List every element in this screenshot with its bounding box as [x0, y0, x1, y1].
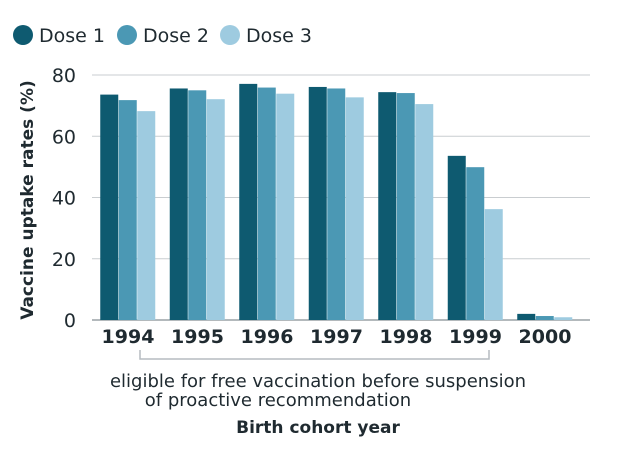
- x-axis-title: Birth cohort year: [236, 418, 400, 438]
- y-tick-label: 20: [52, 249, 76, 271]
- y-tick-label: 80: [52, 65, 76, 87]
- bar-1998-dose-3: [415, 104, 434, 320]
- bar-group-1998: [378, 92, 434, 321]
- x-tick-label: 1995: [171, 326, 224, 348]
- y-tick-label: 0: [64, 310, 76, 332]
- bar-1995-dose-2: [188, 90, 207, 320]
- y-tick-label: 60: [52, 126, 76, 148]
- bar-1996-dose-1: [239, 83, 258, 320]
- x-tick-label: 1997: [310, 326, 363, 348]
- x-tick-label: 1994: [102, 326, 155, 348]
- bar-1997-dose-3: [345, 97, 364, 320]
- bar-group-1995: [169, 88, 225, 320]
- legend-label-1: Dose 1: [39, 25, 105, 47]
- bar-2000-dose-2: [535, 316, 554, 320]
- x-tick-label: 1999: [449, 326, 502, 348]
- bar-1999-dose-1: [447, 155, 466, 320]
- bar-group-2000: [517, 313, 573, 320]
- bar-1995-dose-1: [169, 88, 188, 320]
- legend-swatch-3: [220, 25, 240, 45]
- annotation-line-2: of proactive recommendation: [145, 390, 411, 411]
- bar-1999-dose-3: [484, 209, 503, 320]
- bar-1994-dose-1: [100, 94, 119, 320]
- bar-1995-dose-3: [206, 99, 225, 320]
- bar-2000-dose-1: [517, 313, 536, 320]
- bar-1997-dose-2: [327, 88, 346, 320]
- bar-1996-dose-2: [257, 87, 276, 321]
- legend-label-3: Dose 3: [246, 25, 312, 47]
- bar-1999-dose-2: [466, 167, 485, 320]
- bar-group-1996: [239, 83, 295, 321]
- bar-1998-dose-2: [396, 93, 415, 320]
- bars: [100, 83, 573, 321]
- bar-1997-dose-1: [308, 86, 327, 320]
- bar-1996-dose-3: [276, 93, 295, 321]
- bar-1994-dose-3: [137, 111, 156, 320]
- bar-group-1999: [447, 155, 503, 320]
- annotation-bracket: [139, 350, 490, 360]
- bar-group-1997: [308, 86, 364, 320]
- x-tick-label: 1996: [241, 326, 294, 348]
- bar-1998-dose-1: [378, 92, 397, 321]
- legend: Dose 1 Dose 2 Dose 3: [13, 25, 312, 47]
- annotation-line-1: eligible for free vaccination before sus…: [110, 371, 526, 392]
- y-tick-label: 40: [52, 188, 76, 210]
- legend-swatch-2: [117, 25, 137, 45]
- x-tick-label: 2000: [519, 326, 572, 348]
- legend-label-2: Dose 2: [143, 25, 209, 47]
- bar-group-1994: [100, 94, 156, 320]
- legend-swatch-1: [13, 25, 33, 45]
- bar-1994-dose-2: [118, 100, 137, 320]
- x-tick-label: 1998: [380, 326, 433, 348]
- y-axis-title: Vaccine uptake rates (%): [18, 80, 38, 320]
- y-axis-ticks: 0 20 40 60 80: [52, 65, 76, 332]
- x-axis-ticks: 1994 1995 1996 1997 1998 1999 2000: [102, 326, 572, 348]
- bar-2000-dose-3: [554, 317, 573, 320]
